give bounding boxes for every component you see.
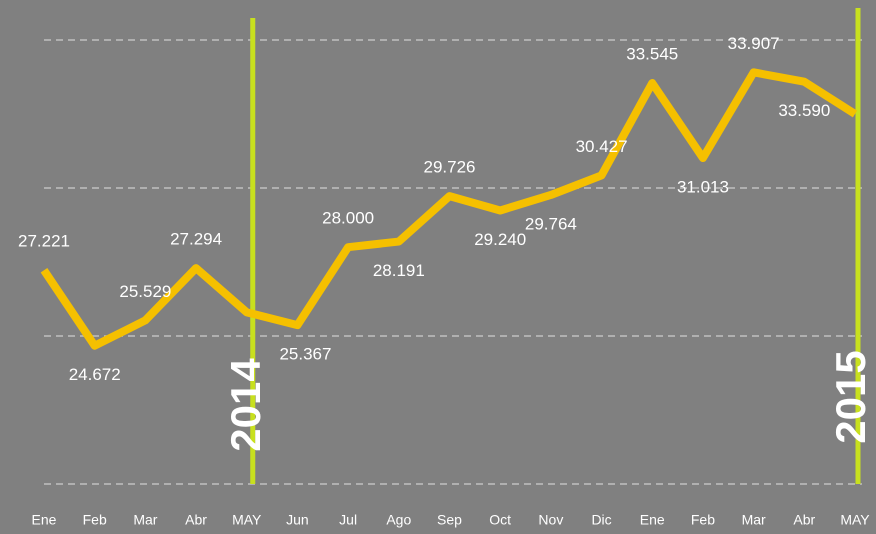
x-tick-label: Abr xyxy=(185,512,207,528)
x-tick-label: Jun xyxy=(286,512,309,528)
value-label: 27.221 xyxy=(18,232,70,251)
x-tick-label: Feb xyxy=(691,512,715,528)
x-tick-label: Ago xyxy=(386,512,411,528)
x-tick-label: Sep xyxy=(437,512,462,528)
value-label: 28.000 xyxy=(322,209,374,228)
value-label: 27.294 xyxy=(170,230,222,249)
value-label: 24.672 xyxy=(69,365,121,384)
value-label: 25.529 xyxy=(119,282,171,301)
data-line xyxy=(40,68,858,350)
value-label: 33.907 xyxy=(728,34,780,53)
x-tick-label: Feb xyxy=(83,512,107,528)
value-label: 33.590 xyxy=(778,101,830,120)
value-label: 30.427 xyxy=(576,137,628,156)
x-tick-label: Abr xyxy=(793,512,815,528)
value-label: 31.013 xyxy=(677,177,729,196)
x-tick-label: Mar xyxy=(133,512,157,528)
x-tick-label: Oct xyxy=(489,512,511,528)
x-tick-label: Nov xyxy=(538,512,563,528)
x-tick-label: Dic xyxy=(591,512,611,528)
x-tick-label: Jul xyxy=(339,512,357,528)
x-tick-label: MAY xyxy=(232,512,262,528)
year-label: 2014 xyxy=(222,358,269,452)
value-label: 29.764 xyxy=(525,214,577,233)
x-tick-label: Ene xyxy=(32,512,57,528)
x-tick-label: Ene xyxy=(640,512,665,528)
value-label: 29.240 xyxy=(474,230,526,249)
x-tick-label: MAY xyxy=(840,512,870,528)
value-label: 33.545 xyxy=(626,45,678,64)
value-label: 29.726 xyxy=(424,158,476,177)
value-label: 25.367 xyxy=(279,345,331,364)
x-tick-label: Mar xyxy=(742,512,766,528)
year-label: 2015 xyxy=(827,350,874,443)
value-label: 28.191 xyxy=(373,261,425,280)
